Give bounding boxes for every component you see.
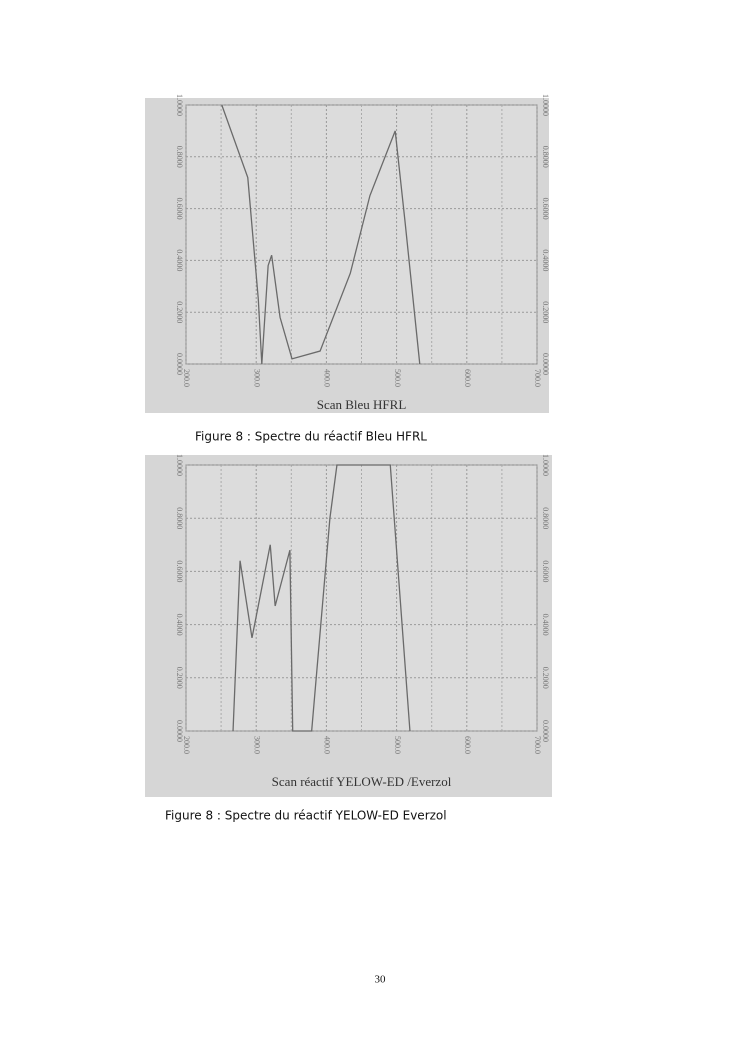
spectrum-line	[232, 464, 411, 732]
chart-title: Scan Bleu HFRL	[317, 397, 407, 412]
y-tick-label: 1.0000	[541, 454, 550, 476]
chart-title: Scan réactif YELOW-ED /Everzol	[272, 774, 452, 789]
x-tick-label: 200.0	[182, 736, 191, 754]
y-tick-label: 0.2000	[541, 301, 550, 323]
x-tick-label: 500.0	[393, 369, 402, 387]
page-number: 30	[375, 974, 387, 986]
y-tick-label: 0.0000	[541, 720, 550, 742]
y-tick-label: 0.6000	[541, 198, 550, 220]
y-tick-label: 1.0000	[541, 94, 550, 116]
y-tick-label: 0.6000	[541, 560, 550, 582]
caption: Figure 8 : Spectre du réactif Bleu HFRL	[195, 430, 427, 444]
x-tick-label: 300.0	[252, 369, 261, 387]
y-tick-label: 0.4000	[541, 249, 550, 271]
y-tick-label: 0.2000	[175, 667, 184, 689]
x-tick-label: 600.0	[463, 736, 472, 754]
y-tick-label: 0.4000	[541, 614, 550, 636]
y-tick-label: 0.2000	[541, 667, 550, 689]
y-tick-label: 0.0000	[175, 720, 184, 742]
y-tick-label: 1.0000	[175, 94, 184, 116]
spectrum-line	[221, 104, 421, 365]
x-tick-label: 500.0	[393, 736, 402, 754]
caption: Figure 8 : Spectre du réactif YELOW-ED E…	[165, 809, 447, 823]
y-tick-label: 0.8000	[541, 507, 550, 529]
x-tick-label: 600.0	[463, 369, 472, 387]
x-tick-label: 400.0	[323, 736, 332, 754]
y-tick-label: 0.6000	[175, 560, 184, 582]
y-tick-label: 0.0000	[541, 353, 550, 375]
y-tick-label: 0.4000	[175, 614, 184, 636]
x-tick-label: 700.0	[533, 736, 542, 754]
y-tick-label: 0.6000	[175, 198, 184, 220]
x-tick-label: 300.0	[252, 736, 261, 754]
x-tick-label: 400.0	[323, 369, 332, 387]
y-tick-label: 1.0000	[175, 454, 184, 476]
y-tick-label: 0.8000	[175, 146, 184, 168]
x-tick-label: 700.0	[533, 369, 542, 387]
x-tick-label: 200.0	[182, 369, 191, 387]
y-tick-label: 0.2000	[175, 301, 184, 323]
y-tick-label: 0.8000	[175, 507, 184, 529]
y-tick-label: 0.8000	[541, 146, 550, 168]
y-tick-label: 0.0000	[175, 353, 184, 375]
y-tick-label: 0.4000	[175, 249, 184, 271]
